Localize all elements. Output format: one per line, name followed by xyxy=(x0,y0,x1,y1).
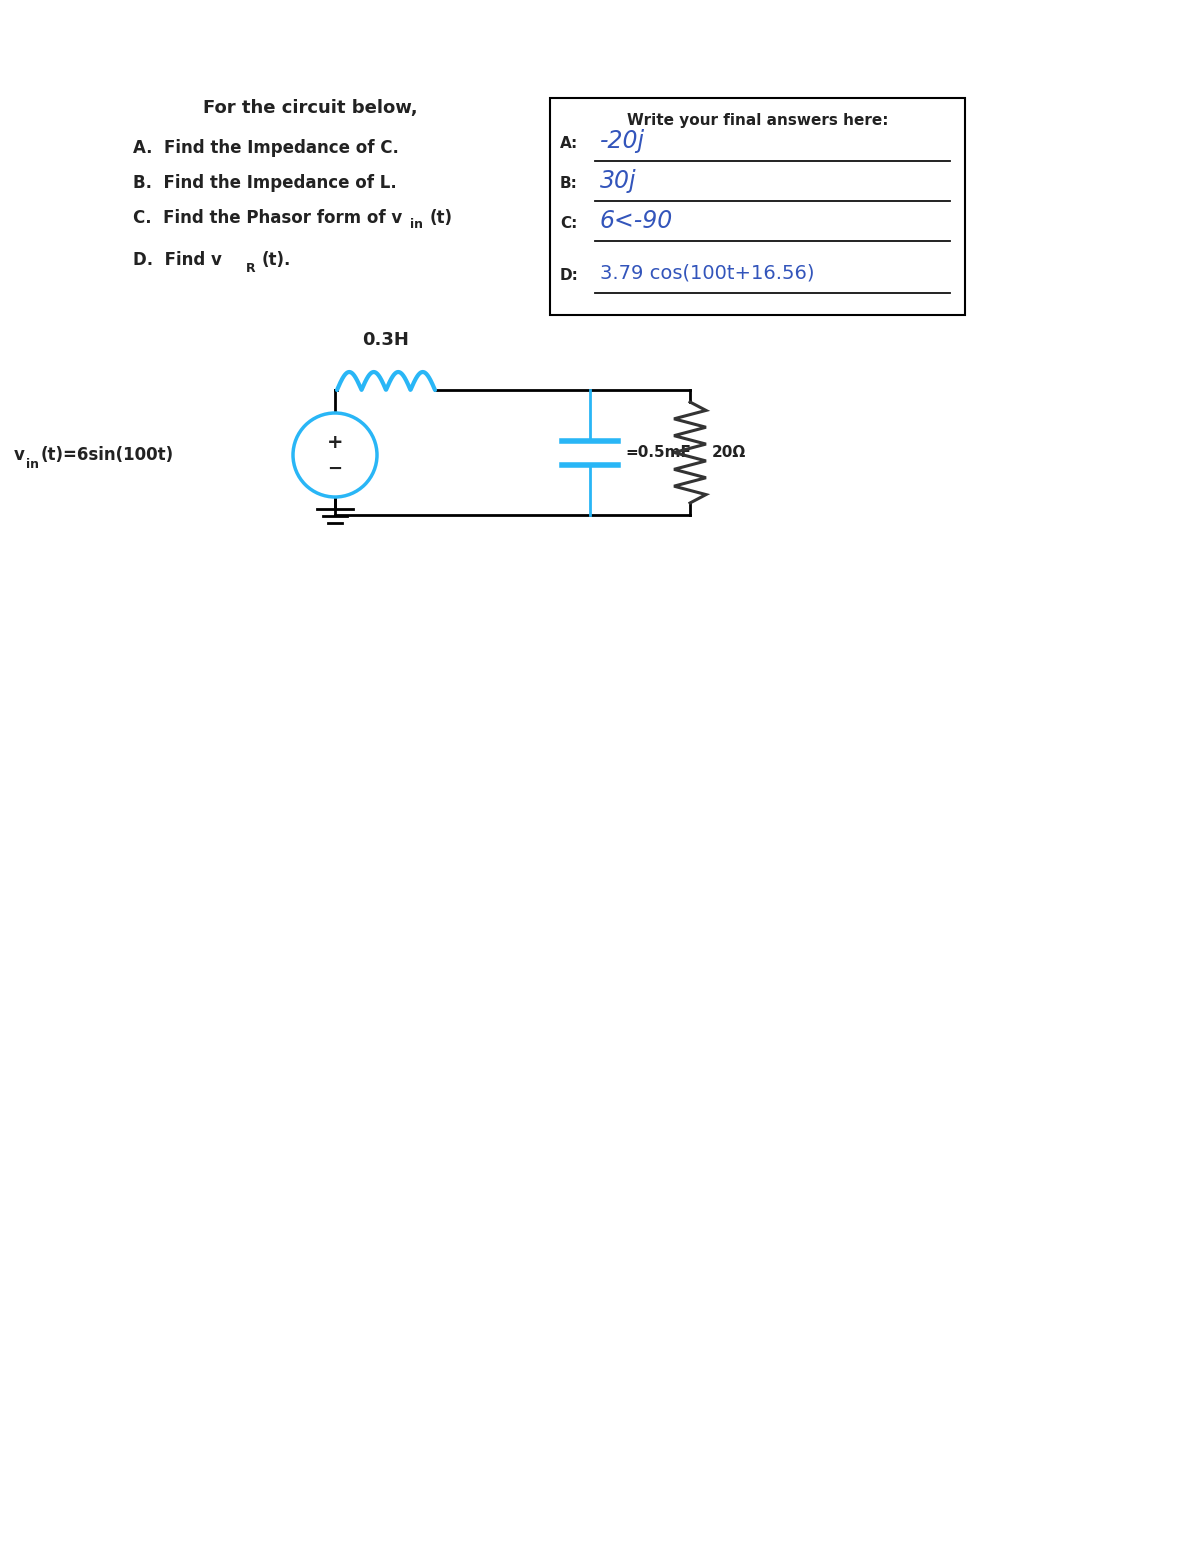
Text: +: + xyxy=(326,432,343,452)
Text: D.  Find v: D. Find v xyxy=(133,252,222,269)
Text: B:: B: xyxy=(560,175,578,191)
Circle shape xyxy=(293,413,377,497)
Text: −: − xyxy=(328,460,342,478)
Text: R: R xyxy=(246,261,256,275)
Text: D:: D: xyxy=(560,267,578,283)
Text: B.  Find the Impedance of L.: B. Find the Impedance of L. xyxy=(133,174,397,193)
Text: C.  Find the Phasor form of v: C. Find the Phasor form of v xyxy=(133,210,402,227)
Text: 6<-90: 6<-90 xyxy=(600,210,673,233)
Text: C:: C: xyxy=(560,216,577,230)
Text: =0.5mF: =0.5mF xyxy=(625,446,691,460)
Bar xyxy=(550,98,965,315)
Text: (t): (t) xyxy=(430,210,454,227)
Text: A:: A: xyxy=(560,135,578,151)
Text: in: in xyxy=(26,458,38,472)
Text: 3.79 cos(100t+16.56): 3.79 cos(100t+16.56) xyxy=(600,264,815,283)
Text: For the circuit below,: For the circuit below, xyxy=(203,99,418,116)
Text: in: in xyxy=(410,219,424,231)
Text: 20Ω: 20Ω xyxy=(712,446,746,460)
Text: -20j: -20j xyxy=(600,129,646,154)
Text: 0.3H: 0.3H xyxy=(362,331,409,349)
Text: (t)=6sin(100t): (t)=6sin(100t) xyxy=(41,446,174,464)
Text: v: v xyxy=(14,446,25,464)
Text: A.  Find the Impedance of C.: A. Find the Impedance of C. xyxy=(133,140,398,157)
Text: 30j: 30j xyxy=(600,169,637,193)
Text: (t).: (t). xyxy=(262,252,292,269)
Text: Write your final answers here:: Write your final answers here: xyxy=(626,112,888,127)
